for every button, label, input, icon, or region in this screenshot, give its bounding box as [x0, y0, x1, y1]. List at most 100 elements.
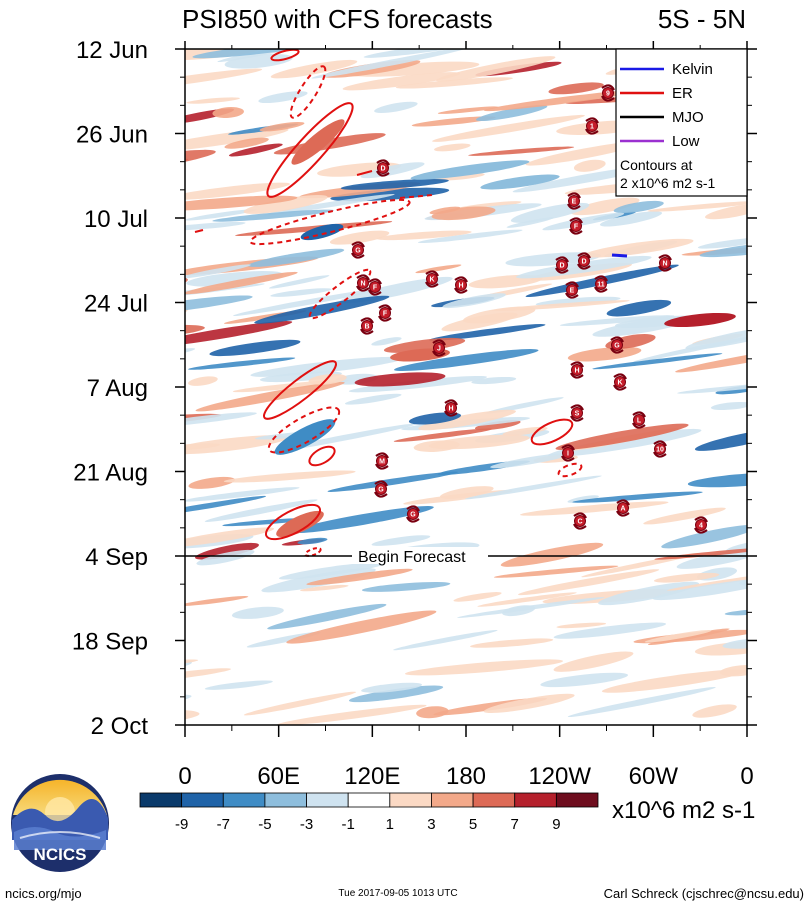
storm-marker-tail [567, 192, 581, 199]
storm-marker: F [569, 217, 583, 235]
anomaly-streak [223, 470, 356, 483]
anomaly-streak [185, 413, 222, 428]
anomaly-streak [395, 77, 513, 89]
legend-low-label: Low [672, 133, 700, 150]
anomaly-streak [278, 562, 386, 580]
colorbar-swatch [472, 792, 516, 808]
anomaly-streak [490, 453, 571, 469]
storm-marker-tail [573, 512, 587, 519]
colorbar-swatch [431, 792, 474, 808]
storm-marker-tail [567, 203, 581, 210]
storm-marker-tail [585, 117, 599, 124]
anomaly-streak [228, 143, 283, 157]
anomaly-streak [676, 548, 747, 569]
er-contour-solid-fragment [194, 229, 204, 233]
y-axis: 12 Jun 26 Jun 10 Jul 24 Jul 7 Aug 21 Aug 4 Sep… [72, 37, 757, 740]
anomaly-streak [644, 629, 712, 643]
anomaly-streak [327, 471, 458, 492]
anomaly-streak [505, 252, 602, 267]
storm-marker-tail [376, 159, 390, 166]
anomaly-streak [342, 72, 461, 91]
storm-marker-dot [376, 455, 388, 467]
chart-title: PSI850 with CFS forecasts [182, 4, 493, 34]
storm-marker-tail [406, 516, 420, 523]
storm-marker: 4 [694, 516, 708, 534]
y-tick-label: 21 Aug [73, 460, 148, 487]
anomaly-streak [261, 568, 376, 593]
anomaly-streak [233, 288, 383, 316]
storm-marker-dot [571, 364, 583, 376]
x-axis: 0 60E 120E 180 120W 60W 0 [178, 41, 754, 790]
anomaly-streak [442, 293, 506, 309]
anomaly-streak [434, 143, 471, 152]
anomaly-streak [195, 381, 345, 412]
er-contour [266, 102, 354, 198]
storm-marker-label: 4 [699, 523, 703, 530]
er-contour [308, 445, 336, 467]
anomaly-streak [417, 229, 523, 244]
storm-marker-dot [659, 257, 671, 269]
anomaly-streak [553, 622, 667, 639]
storm-marker-label: N [360, 281, 365, 288]
storm-marker-dot [566, 284, 578, 296]
storm-marker: D [555, 256, 569, 274]
anomaly-streak [344, 393, 402, 405]
storm-marker-dot [586, 120, 598, 132]
storm-marker-tail [368, 289, 382, 296]
anomaly-streak [652, 578, 747, 601]
anomaly-streak [601, 669, 747, 693]
storm-marker-tail [565, 281, 579, 288]
anomaly-streak [548, 82, 604, 95]
storm-marker-label: F [574, 224, 579, 231]
storm-marker-tail [378, 304, 392, 311]
anomaly-streak [463, 306, 536, 324]
er-contour-dashed [289, 65, 327, 119]
storm-marker-tail [613, 384, 627, 391]
storm-marker-dot [578, 255, 590, 267]
anomaly-streak [555, 423, 689, 450]
logo-wave [19, 831, 101, 839]
anomaly-streak [724, 608, 747, 616]
anomaly-streak [339, 276, 453, 304]
colorbar-swatch [181, 792, 224, 808]
storm-marker-label: E [572, 199, 577, 206]
er-contour-dashed [308, 268, 372, 320]
anomaly-streak [485, 397, 564, 414]
anomaly-streak [475, 105, 548, 122]
anomaly-streak [347, 61, 480, 77]
anomaly-core [274, 419, 336, 455]
storm-marker-label: I [567, 451, 569, 458]
anomaly-streak [540, 672, 629, 688]
storm-marker-label: L [637, 418, 642, 425]
er-contour-dashed [557, 462, 583, 478]
anomaly-streak [432, 114, 585, 142]
anomaly-streak [570, 197, 640, 216]
anomaly-streak [685, 325, 747, 350]
anomaly-streak [599, 211, 663, 227]
storm-marker-dot [611, 339, 623, 351]
storm-marker-tail [570, 404, 584, 411]
storm-marker-tail [632, 411, 646, 418]
storm-marker-dot [377, 162, 389, 174]
colorbar-swatch [347, 792, 391, 808]
anomaly-streak [491, 300, 630, 312]
anomaly-streak [222, 518, 313, 527]
forecast-label-bg [352, 547, 488, 564]
legend-box [615, 48, 748, 197]
anomaly-streak [474, 420, 521, 431]
anomaly-streak [361, 682, 423, 693]
storm-marker-tail [360, 328, 374, 335]
anomaly-streak [393, 629, 498, 651]
storm-marker-tail [694, 527, 708, 534]
storm-marker-tail [570, 372, 584, 379]
anomaly-streak [250, 356, 403, 377]
storm-marker-label: 1 [590, 124, 594, 131]
storm-marker-label: G [378, 487, 384, 494]
anomaly-streak [188, 476, 236, 489]
y-tick-label: 2 Oct [91, 713, 149, 740]
storm-marker: G [374, 480, 388, 498]
colorbar-swatch [264, 792, 307, 808]
anomaly-streak [376, 230, 472, 241]
anomaly-streak [572, 491, 703, 503]
